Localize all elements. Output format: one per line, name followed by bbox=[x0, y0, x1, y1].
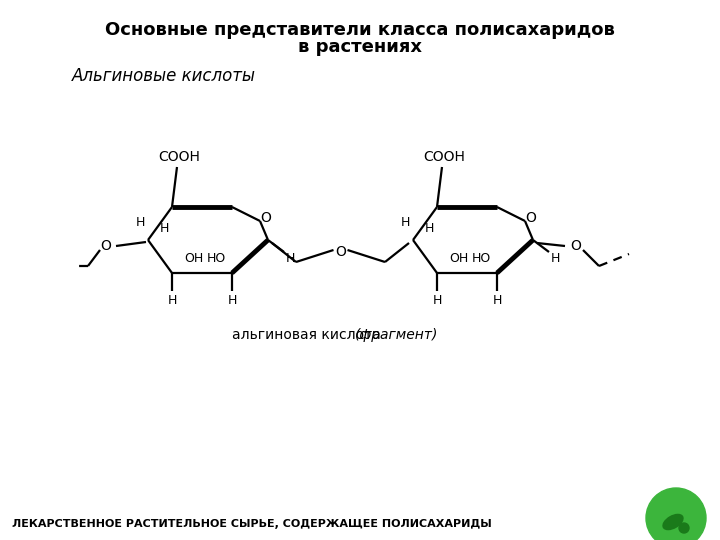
Text: O: O bbox=[101, 239, 112, 253]
Text: O: O bbox=[335, 245, 346, 259]
Text: COOH: COOH bbox=[158, 150, 200, 164]
Text: OH: OH bbox=[184, 253, 204, 266]
Circle shape bbox=[679, 523, 689, 533]
Text: H: H bbox=[167, 294, 176, 307]
Text: COOH: COOH bbox=[423, 150, 465, 164]
Text: H: H bbox=[159, 221, 168, 234]
Text: в растениях: в растениях bbox=[298, 38, 422, 56]
Text: H: H bbox=[228, 294, 237, 307]
Text: HO: HO bbox=[207, 253, 225, 266]
Text: H: H bbox=[432, 294, 441, 307]
Text: (фрагмент): (фрагмент) bbox=[355, 328, 438, 342]
Text: H: H bbox=[550, 252, 559, 265]
Text: ЛЕКАРСТВЕННОЕ РАСТИТЕЛЬНОЕ СЫРЬЕ, СОДЕРЖАЩЕЕ ПОЛИСАХАРИДЫ: ЛЕКАРСТВЕННОЕ РАСТИТЕЛЬНОЕ СЫРЬЕ, СОДЕРЖ… bbox=[12, 519, 492, 529]
Text: H: H bbox=[492, 294, 502, 307]
Text: O: O bbox=[526, 211, 536, 225]
Circle shape bbox=[646, 488, 706, 540]
Text: H: H bbox=[424, 221, 433, 234]
Text: O: O bbox=[570, 239, 582, 253]
Text: H: H bbox=[400, 215, 410, 228]
Text: альгиновая кислота: альгиновая кислота bbox=[232, 328, 385, 342]
Text: Основные представители класса полисахаридов: Основные представители класса полисахари… bbox=[105, 21, 615, 39]
Text: H: H bbox=[285, 252, 294, 265]
Text: HO: HO bbox=[472, 253, 490, 266]
Ellipse shape bbox=[663, 515, 683, 530]
Text: H: H bbox=[135, 215, 145, 228]
Text: OH: OH bbox=[449, 253, 469, 266]
Text: O: O bbox=[261, 211, 271, 225]
Text: Альгиновые кислоты: Альгиновые кислоты bbox=[72, 67, 256, 85]
